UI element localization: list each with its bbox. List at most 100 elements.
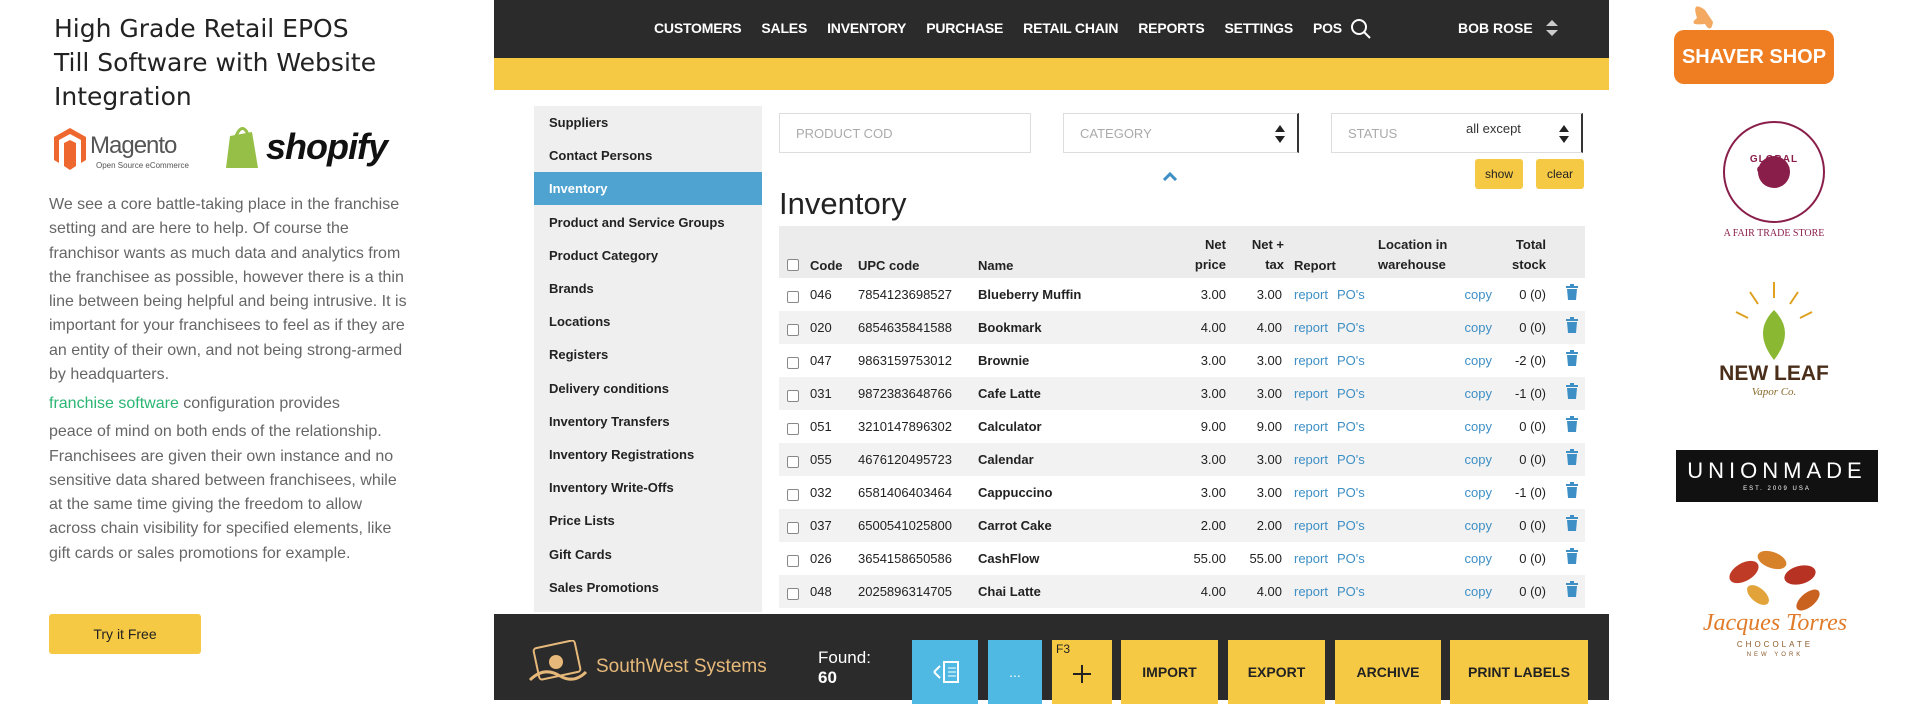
report-link[interactable]: report <box>1294 452 1328 467</box>
po-link[interactable]: PO's <box>1337 287 1365 302</box>
copy-link[interactable]: copy <box>1464 584 1492 599</box>
collapse-panel-button[interactable] <box>912 640 978 704</box>
row-checkbox[interactable] <box>787 324 799 336</box>
copy-link[interactable]: copy <box>1464 518 1492 533</box>
row-checkbox[interactable] <box>787 555 799 567</box>
sidebar-item[interactable]: Sales Promotions <box>549 579 659 595</box>
jacques-sub: CHOCOLATE <box>1736 640 1814 649</box>
logo-graphics <box>1693 6 1825 611</box>
copy-link[interactable]: copy <box>1464 419 1492 434</box>
sidebar-item[interactable]: Inventory Transfers <box>549 413 670 429</box>
sidebar-item[interactable]: Inventory <box>534 172 762 206</box>
upc-cell: 9872383648766 <box>858 386 952 401</box>
po-link[interactable]: PO's <box>1337 485 1365 500</box>
collapse-toggle[interactable] <box>1162 168 1178 186</box>
global-center <box>1758 156 1790 188</box>
delete-button[interactable] <box>1565 515 1579 536</box>
more-button[interactable]: ... <box>988 640 1042 704</box>
sidebar-item[interactable]: Contact Persons <box>549 148 653 164</box>
try-button[interactable]: Try it Free <box>49 614 201 654</box>
nav-item[interactable]: SALES <box>761 20 808 36</box>
nav-item[interactable]: INVENTORY <box>827 20 907 36</box>
row-checkbox[interactable] <box>787 588 799 600</box>
po-link[interactable]: PO's <box>1337 320 1365 335</box>
delete-button[interactable] <box>1565 482 1579 503</box>
franchise-link[interactable]: franchise software <box>49 395 179 412</box>
row-checkbox[interactable] <box>787 390 799 402</box>
sidebar-item[interactable]: Inventory Write-Offs <box>549 480 674 496</box>
sidebar-item[interactable]: Registers <box>549 347 609 363</box>
delete-button[interactable] <box>1565 317 1579 338</box>
nav-item[interactable]: CUSTOMERS <box>654 20 742 36</box>
copy-link[interactable]: copy <box>1464 353 1492 368</box>
sidebar-item[interactable]: Gift Cards <box>549 546 612 562</box>
category-select[interactable]: CATEGORY <box>1063 113 1299 153</box>
report-link[interactable]: report <box>1294 419 1328 434</box>
sidebar-item[interactable]: Locations <box>549 314 611 330</box>
delete-button[interactable] <box>1565 416 1579 437</box>
report-link[interactable]: report <box>1294 353 1328 368</box>
po-link[interactable]: PO's <box>1337 353 1365 368</box>
po-link[interactable]: PO's <box>1337 518 1365 533</box>
report-link[interactable]: report <box>1294 386 1328 401</box>
sidebar-item[interactable]: Delivery conditions <box>549 380 669 396</box>
footer-action-button[interactable]: PRINT LABELS <box>1450 640 1588 704</box>
clear-button[interactable]: clear <box>1536 159 1584 189</box>
po-link[interactable]: PO's <box>1337 419 1365 434</box>
po-link[interactable]: PO's <box>1337 386 1365 401</box>
table-row <box>779 377 1585 410</box>
sidebar-item[interactable]: Suppliers <box>549 115 609 130</box>
delete-button[interactable] <box>1565 350 1579 371</box>
copy-link[interactable]: copy <box>1464 386 1492 401</box>
nav-item[interactable]: RETAIL CHAIN <box>1023 20 1119 36</box>
report-link[interactable]: report <box>1294 287 1328 302</box>
table-row <box>779 443 1585 476</box>
copy-link[interactable]: copy <box>1464 485 1492 500</box>
trash-icon <box>1566 350 1578 366</box>
search-button[interactable] <box>1349 17 1373 41</box>
sidebar-item[interactable]: Inventory Registrations <box>549 447 695 462</box>
row-checkbox[interactable] <box>787 291 799 303</box>
delete-button[interactable] <box>1565 284 1579 305</box>
row-checkbox[interactable] <box>787 456 799 468</box>
po-link[interactable]: PO's <box>1337 584 1365 599</box>
report-link[interactable]: report <box>1294 518 1328 533</box>
nav-item[interactable]: SETTINGS <box>1224 20 1294 36</box>
row-checkbox[interactable] <box>787 357 799 369</box>
copy-link[interactable]: copy <box>1464 452 1492 467</box>
report-link[interactable]: report <box>1294 485 1328 500</box>
product-code-input[interactable]: PRODUCT COD <box>779 113 1031 153</box>
row-checkbox[interactable] <box>787 423 799 435</box>
user-menu[interactable]: BOB ROSE <box>1458 20 1559 36</box>
report-link[interactable]: report <box>1294 584 1328 599</box>
sidebar-item[interactable]: Product and Service Groups <box>549 214 725 230</box>
net-tax-cell: 4.00 <box>1256 320 1282 335</box>
footer-action-button[interactable]: IMPORT <box>1121 640 1218 704</box>
delete-button[interactable] <box>1565 581 1579 602</box>
report-link[interactable]: report <box>1294 551 1328 566</box>
copy-link[interactable]: copy <box>1464 287 1492 302</box>
select-all-checkbox[interactable] <box>787 259 799 271</box>
row-checkbox[interactable] <box>787 489 799 501</box>
sidebar-item[interactable]: Brands <box>549 281 594 296</box>
po-link[interactable]: PO's <box>1337 551 1365 566</box>
po-link[interactable]: PO's <box>1337 452 1365 467</box>
sidebar-item[interactable]: Product Category <box>549 247 659 263</box>
row-checkbox[interactable] <box>787 522 799 534</box>
nav-item[interactable]: PURCHASE <box>926 20 1004 36</box>
report-link[interactable]: report <box>1294 320 1328 335</box>
delete-button[interactable] <box>1565 548 1579 569</box>
sidebar-item[interactable]: Price Lists <box>549 513 615 529</box>
code-cell: 055 <box>810 452 832 467</box>
status-select[interactable]: STATUS all except <box>1331 113 1583 153</box>
delete-button[interactable] <box>1565 383 1579 404</box>
delete-button[interactable] <box>1565 449 1579 470</box>
footer-action-button[interactable]: ARCHIVE <box>1335 640 1441 704</box>
footer-action-button[interactable]: EXPORT <box>1228 640 1325 704</box>
add-button[interactable]: F3 <box>1052 640 1112 704</box>
nav-item[interactable]: POS <box>1312 20 1342 36</box>
show-button[interactable]: show <box>1475 159 1523 189</box>
copy-link[interactable]: copy <box>1464 320 1492 335</box>
copy-link[interactable]: copy <box>1464 551 1492 566</box>
nav-item[interactable]: REPORTS <box>1138 20 1205 36</box>
